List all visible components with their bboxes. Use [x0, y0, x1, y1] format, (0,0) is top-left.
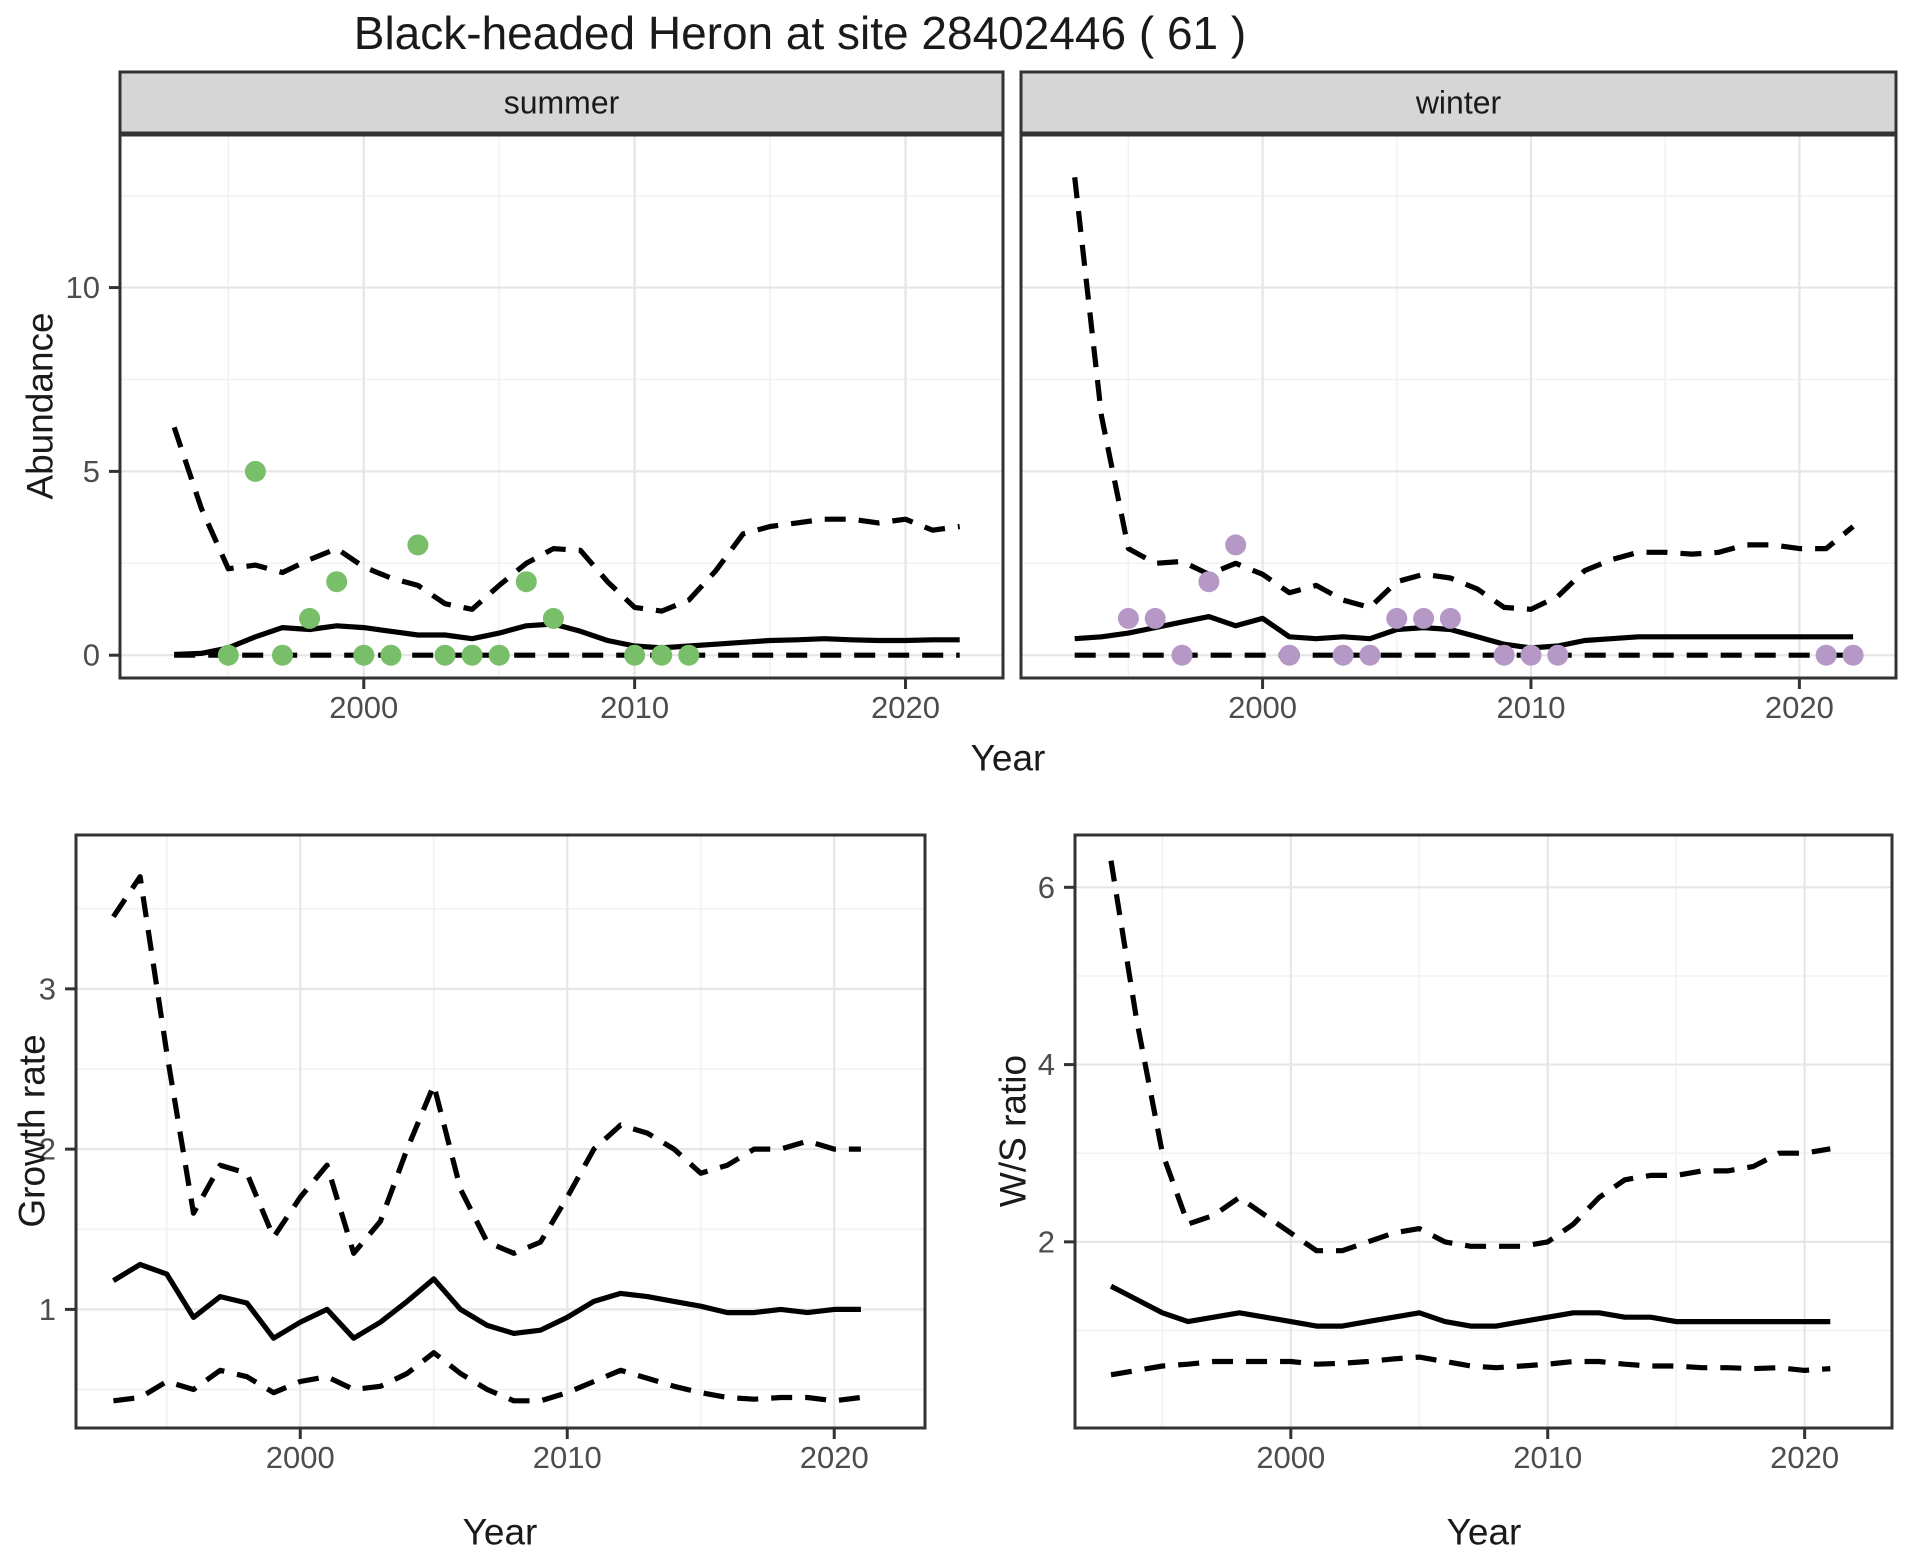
y-tick-label: 6	[1038, 870, 1055, 905]
observation-point	[1225, 534, 1247, 556]
x-axis-title-growth: Year	[463, 1512, 538, 1553]
y-tick-label: 2	[39, 1132, 56, 1167]
observation-point	[1386, 607, 1408, 629]
x-tick-label: 2020	[800, 1440, 869, 1475]
observation-point	[488, 644, 510, 666]
observation-point	[651, 644, 673, 666]
page-title: Black-headed Heron at site 28402446 ( 61…	[353, 7, 1247, 59]
panel-background	[1075, 835, 1892, 1428]
y-tick-label: 10	[66, 270, 100, 305]
observation-point	[678, 644, 700, 666]
observation-point	[1278, 644, 1300, 666]
x-tick-label: 2020	[871, 690, 940, 725]
median-line	[1109, 1283, 1831, 1329]
observation-point	[542, 607, 564, 629]
observation-point	[1547, 644, 1569, 666]
x-tick-label: 2020	[1765, 690, 1834, 725]
observation-point	[1413, 607, 1435, 629]
observation-point	[244, 460, 266, 482]
observation-point	[407, 534, 429, 556]
y-axis-title-growth: Growth rate	[12, 1034, 53, 1227]
observation-point	[353, 644, 375, 666]
observation-point	[1842, 644, 1864, 666]
y-tick-label: 3	[39, 971, 56, 1006]
upper-ci-line	[171, 426, 961, 614]
panel-ws-ratio: 2000 2010 2020 2 4 6	[1038, 833, 1894, 1475]
facet-strip-label: summer	[504, 85, 620, 121]
panel-border	[1073, 833, 1894, 1430]
lower-ci-line	[113, 1350, 862, 1404]
x-tick-label: 2000	[1256, 1440, 1325, 1475]
observation-point	[1198, 571, 1220, 593]
y-tick-label: 1	[39, 1292, 56, 1327]
median-line	[112, 1261, 861, 1341]
panel-abundance-winter: winter 2000 2010 2020	[1019, 70, 1898, 725]
observation-point	[1815, 644, 1837, 666]
panel-abundance-summer: summer 2000 2010 2020 0 5 10	[66, 70, 1005, 725]
panel-background	[120, 135, 1003, 678]
y-axis-title-abundance: Abundance	[20, 312, 61, 499]
observation-point	[272, 644, 293, 666]
observation-point	[1520, 644, 1542, 666]
observation-point	[217, 644, 239, 666]
panel-background	[76, 835, 925, 1428]
x-tick-label: 2010	[1496, 690, 1565, 725]
facet-strip	[1019, 70, 1898, 135]
observation-point	[299, 607, 321, 629]
observation-point	[1332, 644, 1354, 666]
x-tick-label: 2010	[533, 1440, 602, 1475]
median-line	[174, 621, 960, 658]
observation-point	[624, 644, 646, 666]
facet-strip	[118, 70, 1005, 135]
x-axis-title-top: Year	[971, 738, 1046, 779]
y-tick-label: 4	[1038, 1047, 1055, 1082]
y-tick-label: 5	[83, 454, 100, 489]
upper-ci-line	[1108, 860, 1831, 1254]
observation-point	[461, 644, 483, 666]
facet-strip-label: winter	[1415, 85, 1502, 121]
x-tick-label: 2000	[266, 1440, 335, 1475]
y-tick-label: 0	[83, 638, 100, 673]
observation-point	[1493, 644, 1515, 666]
x-tick-label: 2010	[600, 690, 669, 725]
y-axis-title-ws: W/S ratio	[993, 1055, 1034, 1207]
observation-point	[1144, 607, 1166, 629]
x-tick-label: 2000	[1228, 690, 1297, 725]
observation-point	[380, 644, 402, 666]
lower-ci-line	[1110, 1354, 1831, 1378]
observation-point	[1171, 644, 1193, 666]
panel-border	[1019, 133, 1898, 680]
x-axis-title-ws: Year	[1447, 1512, 1522, 1553]
upper-ci-line	[1072, 177, 1855, 612]
y-tick-label: 2	[1038, 1224, 1055, 1259]
observation-point	[326, 571, 348, 593]
panel-border	[118, 133, 1005, 680]
x-tick-label: 2020	[1770, 1440, 1839, 1475]
median-line	[1074, 614, 1854, 651]
upper-ci-line	[111, 874, 861, 1256]
panel-border	[74, 833, 927, 1430]
observation-point	[515, 571, 537, 593]
observation-point	[1117, 607, 1139, 629]
panel-background	[1021, 135, 1896, 678]
panel-growth-rate: 2000 2010 2020 1 2 3	[39, 833, 927, 1475]
x-tick-label: 2010	[1513, 1440, 1582, 1475]
observation-point	[1359, 644, 1381, 666]
observation-point	[1439, 607, 1461, 629]
observation-point	[434, 644, 456, 666]
x-tick-label: 2000	[329, 690, 398, 725]
